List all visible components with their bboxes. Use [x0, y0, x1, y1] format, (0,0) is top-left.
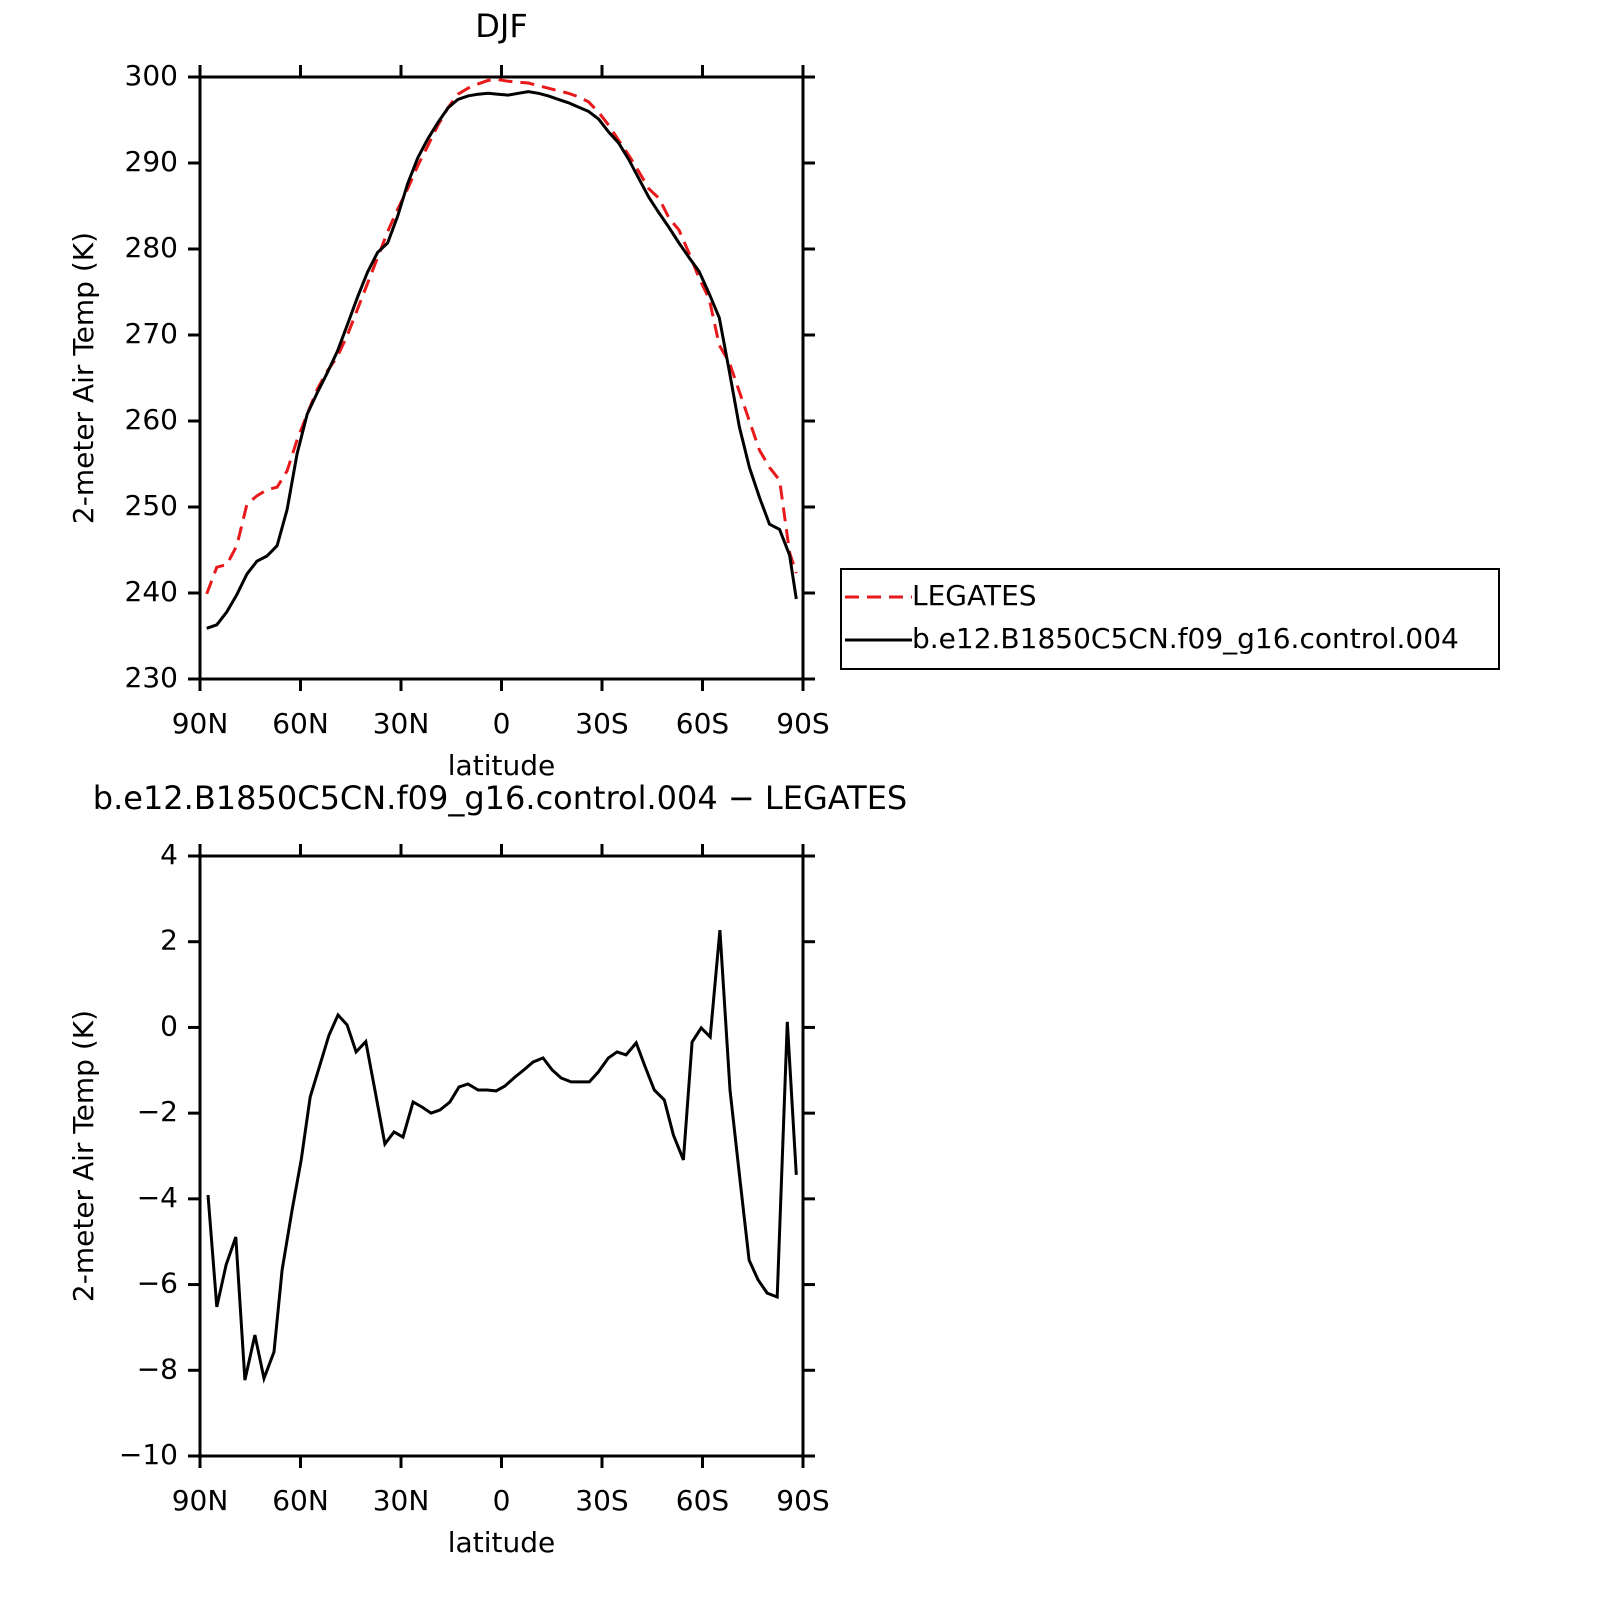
- legend-box: [840, 568, 1500, 670]
- y-tick-label: 230: [125, 661, 178, 694]
- y-tick-label: −10: [119, 1438, 178, 1471]
- x-tick-label: 60S: [676, 1484, 729, 1517]
- y-tick-label: 280: [125, 231, 178, 264]
- y-tick-label: 0: [160, 1009, 178, 1042]
- y-tick-label: −2: [137, 1095, 178, 1128]
- y-tick-label: 4: [160, 838, 178, 871]
- y-tick-label: −6: [137, 1267, 178, 1300]
- y-tick-label: 290: [125, 145, 178, 178]
- x-tick-label: 60S: [676, 707, 729, 740]
- x-tick-label: 30S: [575, 707, 628, 740]
- x-tick-label: 60N: [272, 707, 329, 740]
- y-tick-label: 250: [125, 489, 178, 522]
- y-tick-label: −4: [137, 1181, 178, 1214]
- legend-label: LEGATES: [912, 579, 1037, 612]
- y-tick-label: −8: [137, 1352, 178, 1385]
- data-line: [206, 929, 798, 1384]
- chart-title: b.e12.B1850C5CN.f09_g16.control.004 − LE…: [93, 779, 907, 817]
- plot-frame: [198, 75, 805, 681]
- x-tick-label: 30N: [373, 1484, 430, 1517]
- x-tick-label: 0: [493, 1484, 511, 1517]
- plot-frame: [198, 854, 805, 1458]
- x-tick-label: 0: [493, 707, 511, 740]
- y-axis-label: 2-meter Air Temp (K): [67, 1010, 100, 1302]
- x-tick-label: 90S: [776, 707, 829, 740]
- y-tick-label: 240: [125, 575, 178, 608]
- chart-title: DJF: [475, 7, 527, 45]
- y-axis-label: 2-meter Air Temp (K): [67, 232, 100, 524]
- x-tick-label: 90S: [776, 1484, 829, 1517]
- y-tick-label: 260: [125, 403, 178, 436]
- data-line: [205, 78, 798, 595]
- y-tick-label: 300: [125, 59, 178, 92]
- y-tick-label: 270: [125, 317, 178, 350]
- data-line: [206, 90, 798, 630]
- x-tick-label: 90N: [172, 1484, 229, 1517]
- x-tick-label: 30S: [575, 1484, 628, 1517]
- y-tick-label: 2: [160, 924, 178, 957]
- x-tick-label: 90N: [172, 707, 229, 740]
- x-tick-label: 30N: [373, 707, 430, 740]
- x-axis-label: latitude: [448, 1526, 555, 1559]
- legend-label: b.e12.B1850C5CN.f09_g16.control.004: [912, 622, 1459, 655]
- x-tick-label: 60N: [272, 1484, 329, 1517]
- x-axis-label: latitude: [448, 749, 555, 782]
